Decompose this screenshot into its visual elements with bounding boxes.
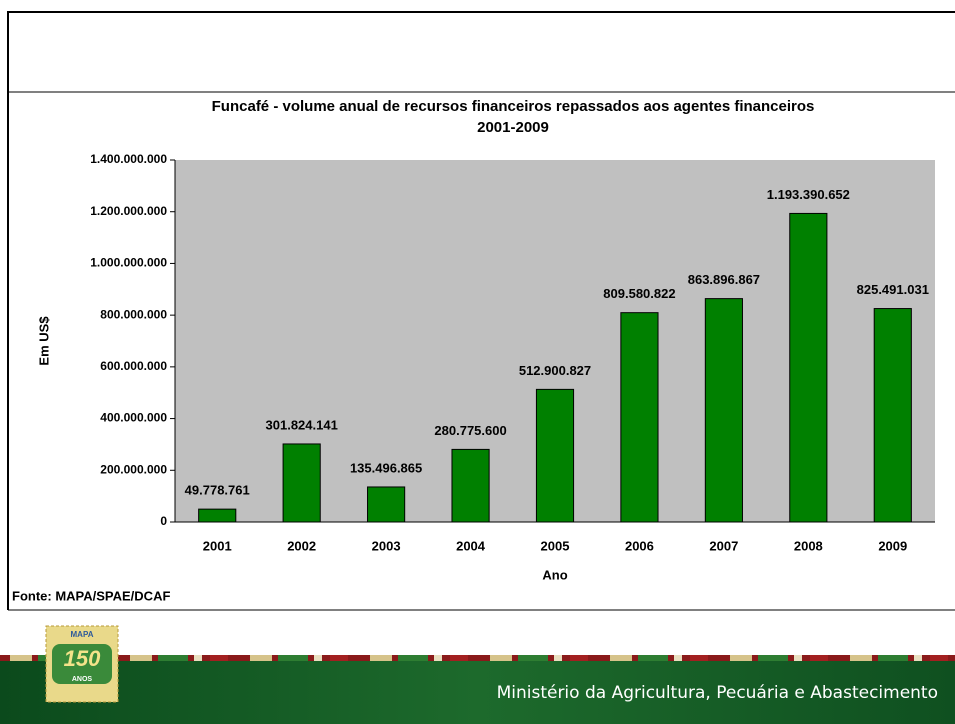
x-tick-label: 2008 [794, 538, 823, 553]
x-tick-label: 2002 [287, 538, 316, 553]
x-tick-label: 2001 [203, 538, 232, 553]
bar [789, 212, 828, 523]
footer-text: Ministério da Agricultura, Pecuária e Ab… [497, 683, 938, 703]
footer-band [0, 655, 955, 724]
footer-stripes [0, 655, 955, 661]
y-tick-label: 600.000.000 [100, 359, 167, 373]
slide-frame [7, 11, 955, 610]
x-axis-label: Ano [542, 567, 567, 582]
y-tick-label: 400.000.000 [100, 411, 167, 425]
value-label: 825.491.031 [857, 282, 929, 297]
bar [535, 388, 575, 523]
y-tick-label: 1.400.000.000 [90, 152, 167, 166]
value-label: 1.193.390.652 [767, 187, 850, 202]
value-label: 809.580.822 [603, 286, 675, 301]
x-tick-label: 2005 [541, 538, 570, 553]
x-tick-label: 2007 [709, 538, 738, 553]
chart-title: Funcafé - volume anual de recursos finan… [212, 98, 815, 115]
x-tick-label: 2004 [456, 538, 486, 553]
bar [620, 312, 659, 523]
y-tick-label: 0 [160, 514, 167, 528]
chart-subtitle: 2001-2009 [477, 119, 549, 136]
y-tick-label: 1.000.000.000 [90, 256, 167, 270]
bar [873, 308, 912, 523]
x-tick-label: 2006 [625, 538, 654, 553]
value-label: 301.824.141 [266, 417, 338, 432]
value-label: 863.896.867 [688, 272, 760, 287]
chart-frame [8, 91, 955, 611]
bar [282, 443, 321, 523]
y-axis-label: Em US$ [36, 316, 51, 366]
logo-bottom: ANOS [72, 676, 93, 683]
source: Fonte: MAPA/SPAE/DCAF [12, 588, 170, 603]
logo-field [52, 644, 112, 684]
y-tick-label: 1.200.000.000 [90, 204, 167, 218]
logo-top: MAPA [71, 630, 94, 639]
value-label: 135.496.865 [350, 460, 422, 475]
y-tick-label: 200.000.000 [100, 462, 167, 476]
value-label: 512.900.827 [519, 363, 591, 378]
value-label: 49.778.761 [185, 483, 250, 498]
bar [198, 508, 237, 523]
value-label: 280.775.600 [434, 423, 506, 438]
y-tick-label: 800.000.000 [100, 307, 167, 321]
bar [704, 298, 743, 523]
x-tick-label: 2003 [372, 538, 401, 553]
x-tick-label: 2009 [878, 538, 907, 553]
bar [451, 448, 490, 523]
bar [367, 486, 406, 523]
logo-number: 150 [64, 646, 101, 671]
